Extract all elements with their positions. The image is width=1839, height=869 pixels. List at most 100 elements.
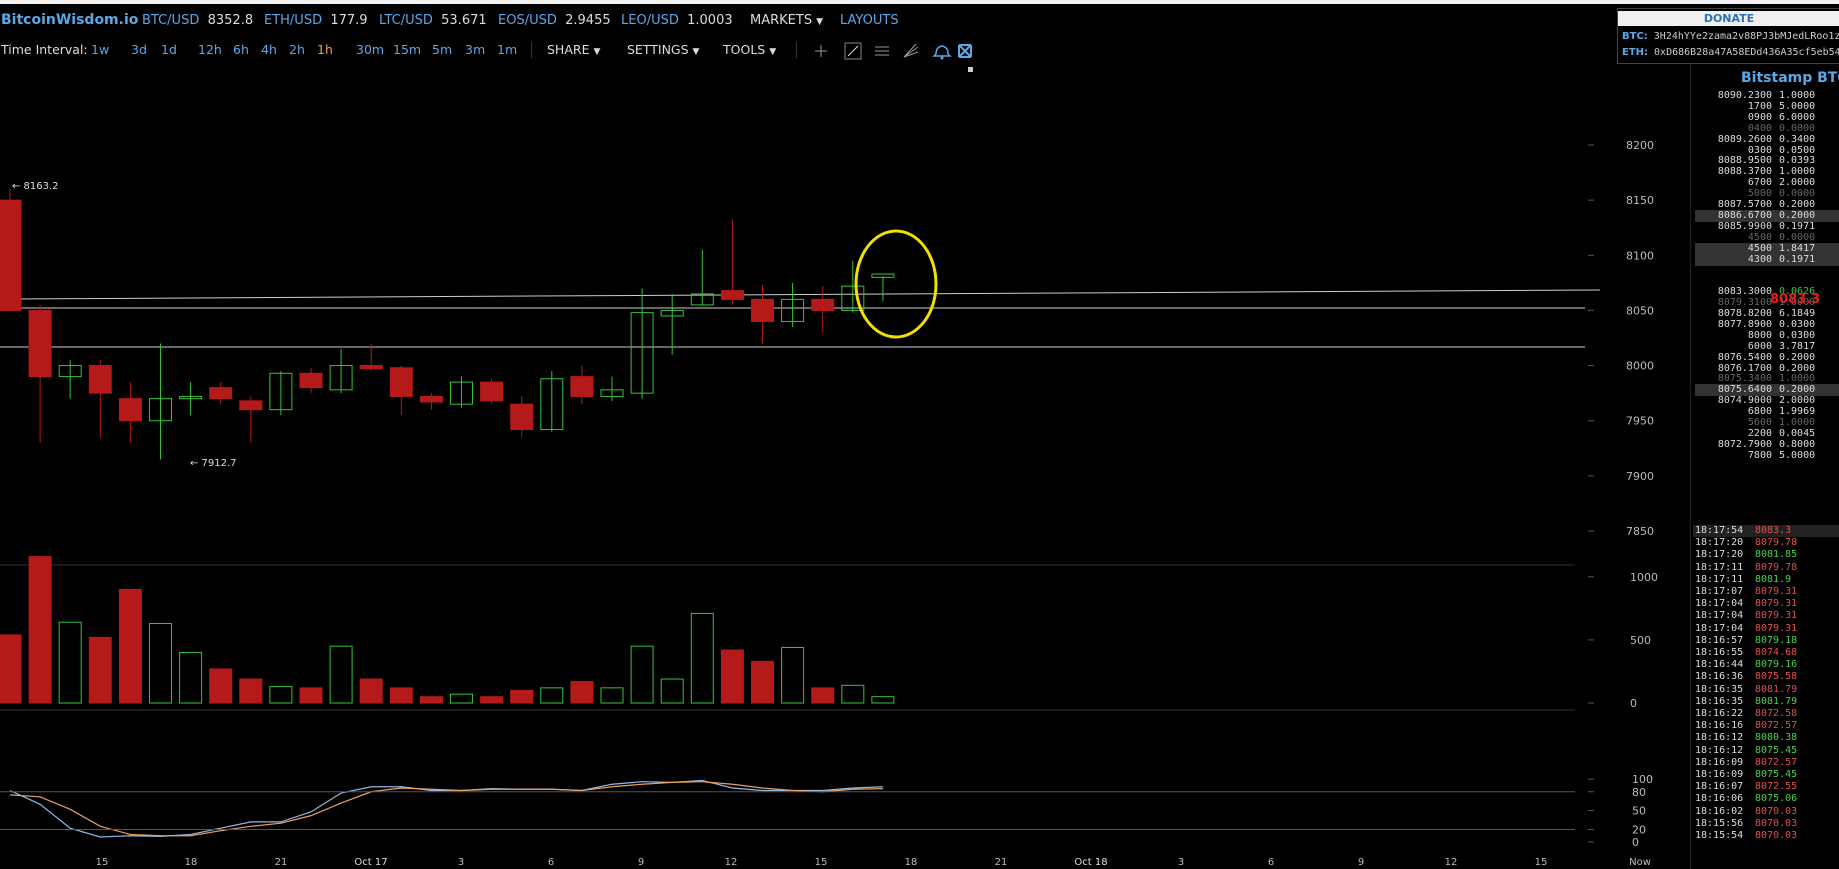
- orderbook-row[interactable]: 5600 1.0000: [1695, 417, 1839, 429]
- ticker-eos[interactable]: EOS/USD 2.9455: [498, 13, 611, 28]
- interval-15m[interactable]: 15m: [393, 42, 422, 57]
- candle-body[interactable]: [871, 273, 895, 278]
- orderbook-row[interactable]: 8087.5700 0.2000: [1695, 199, 1839, 211]
- interval-1w[interactable]: 1w: [91, 42, 110, 57]
- trendline-icon[interactable]: [844, 42, 862, 60]
- trade-time: 18:16:09: [1695, 756, 1744, 768]
- resize-handle[interactable]: [968, 67, 973, 72]
- candle-body[interactable]: [630, 312, 654, 394]
- candle-body[interactable]: [209, 387, 233, 400]
- candle-body[interactable]: [118, 398, 142, 422]
- btc-address[interactable]: 3H24hYYe2zama2v88PJ3bMJedLRoo1z: [1653, 31, 1839, 42]
- trade-price: 8081.79: [1755, 695, 1798, 707]
- candle-body[interactable]: [58, 365, 82, 378]
- orderbook-row[interactable]: 8075.6400 0.2000: [1695, 384, 1839, 397]
- interval-1m[interactable]: 1m: [497, 42, 518, 57]
- fullscreen-icon[interactable]: [958, 44, 972, 58]
- orderbook-row[interactable]: 8089.2600 0.3400: [1695, 134, 1839, 146]
- orderbook-row[interactable]: 8078.8200 6.1849: [1695, 308, 1839, 320]
- orderbook-row[interactable]: 6800 1.9969: [1695, 406, 1839, 418]
- interval-1h[interactable]: 1h: [317, 42, 333, 57]
- candle-body[interactable]: [179, 395, 203, 400]
- orderbook-row[interactable]: 0900 6.0000: [1695, 112, 1839, 124]
- candle-body[interactable]: [751, 298, 774, 322]
- candle-body[interactable]: [510, 403, 534, 431]
- layouts-link[interactable]: LAYOUTS: [840, 13, 899, 28]
- interval-12h[interactable]: 12h: [198, 42, 222, 57]
- candle-body[interactable]: [239, 400, 263, 411]
- ticker-leo[interactable]: LEO/USD 1.0003: [621, 13, 733, 28]
- settings-menu[interactable]: SETTINGS ▼: [627, 42, 699, 57]
- candle-body[interactable]: [269, 372, 293, 411]
- markets-menu[interactable]: MARKETS ▼: [750, 13, 823, 28]
- orderbook-row[interactable]: 5000 0.0000: [1695, 188, 1839, 200]
- candle-body[interactable]: [0, 199, 22, 311]
- orderbook-row[interactable]: 8083.3000 0.0626: [1695, 286, 1839, 298]
- interval-30m[interactable]: 30m: [356, 42, 385, 57]
- fan-icon[interactable]: [903, 43, 919, 58]
- candle-body[interactable]: [299, 372, 323, 389]
- orderbook-row[interactable]: 8085.9900 0.1971: [1695, 221, 1839, 233]
- ticker-eth[interactable]: ETH/USD 177.9: [264, 13, 368, 28]
- orderbook-row[interactable]: 6700 2.0000: [1695, 177, 1839, 189]
- crosshair-icon[interactable]: [815, 45, 827, 57]
- candle-body[interactable]: [28, 309, 52, 378]
- interval-4h[interactable]: 4h: [261, 42, 277, 57]
- orderbook-row[interactable]: 8076.1700 0.2000: [1695, 363, 1839, 375]
- orderbook-row[interactable]: 2200 0.0045: [1695, 428, 1839, 440]
- orderbook-row[interactable]: 7800 5.0000: [1695, 450, 1839, 462]
- candle-body[interactable]: [720, 290, 744, 300]
- orderbook-row[interactable]: 4300 0.1971: [1695, 253, 1839, 266]
- orderbook-row[interactable]: 6000 3.7817: [1695, 341, 1839, 353]
- orderbook-row[interactable]: 4500 0.0000: [1695, 232, 1839, 244]
- candle-body[interactable]: [600, 389, 624, 397]
- orderbook-row[interactable]: 8088.3700 1.0000: [1695, 166, 1839, 178]
- orderbook-row[interactable]: 8072.7900 0.8000: [1695, 439, 1839, 451]
- orderbook-row[interactable]: 8076.5400 0.2000: [1695, 352, 1839, 364]
- candle-body[interactable]: [781, 298, 805, 322]
- orderbook-row[interactable]: 8077.8900 0.0300: [1695, 319, 1839, 331]
- interval-1d[interactable]: 1d: [161, 42, 177, 57]
- candle-body[interactable]: [359, 365, 383, 370]
- orderbook-row[interactable]: 8088.9500 0.0393: [1695, 155, 1839, 167]
- candle-body[interactable]: [690, 293, 714, 306]
- candle-body[interactable]: [570, 376, 594, 397]
- horizontal-lines-icon[interactable]: [875, 46, 889, 56]
- tools-menu[interactable]: TOOLS ▼: [723, 42, 776, 57]
- share-menu[interactable]: SHARE ▼: [547, 42, 600, 57]
- interval-6h[interactable]: 6h: [233, 42, 249, 57]
- candle-body[interactable]: [540, 378, 564, 431]
- ticker-ltc[interactable]: LTC/USD 53.671: [379, 13, 487, 28]
- candle-body[interactable]: [450, 381, 473, 405]
- ticker-btc[interactable]: BTC/USD 8352.8: [142, 13, 253, 28]
- trendline[interactable]: [9, 289, 1601, 300]
- trade-time: 18:16:44: [1695, 659, 1744, 671]
- interval-5m[interactable]: 5m: [432, 42, 453, 57]
- orderbook-row[interactable]: 0300 0.0500: [1695, 145, 1839, 157]
- orderbook-row[interactable]: 8079.3100 1.0000: [1695, 297, 1839, 309]
- candle-body[interactable]: [88, 365, 112, 394]
- orderbook-row[interactable]: 8086.6700 0.2000: [1695, 209, 1839, 222]
- bell-icon[interactable]: [932, 45, 952, 60]
- interval-3m[interactable]: 3m: [465, 42, 486, 57]
- candle-body[interactable]: [329, 365, 353, 391]
- site-logo[interactable]: BitcoinWisdom.io: [1, 12, 139, 28]
- candle-body[interactable]: [480, 381, 504, 402]
- orderbook-row[interactable]: 1700 5.0000: [1695, 101, 1839, 113]
- interval-3d[interactable]: 3d: [131, 42, 147, 57]
- candle-body[interactable]: [149, 398, 172, 422]
- candle-body[interactable]: [660, 309, 684, 317]
- orderbook-row[interactable]: 8074.9000 2.0000: [1695, 395, 1839, 407]
- orderbook-row[interactable]: 8090.2300 1.0000: [1695, 90, 1839, 102]
- candle-body[interactable]: [811, 298, 835, 311]
- candle-body[interactable]: [389, 367, 413, 397]
- candle-body[interactable]: [841, 285, 865, 311]
- eth-address[interactable]: 0xD686B28a47A58EDd436A35cf5eb54: [1654, 47, 1839, 58]
- orderbook-row[interactable]: 0400 0.0000: [1695, 123, 1839, 135]
- orderbook-row[interactable]: 8000 0.0300: [1695, 330, 1839, 342]
- interval-2h[interactable]: 2h: [289, 42, 305, 57]
- orderbook-row[interactable]: 4500 1.8417: [1695, 242, 1839, 255]
- orderbook-row[interactable]: 8075.3400 1.0000: [1695, 373, 1839, 385]
- candle-body[interactable]: [419, 395, 443, 403]
